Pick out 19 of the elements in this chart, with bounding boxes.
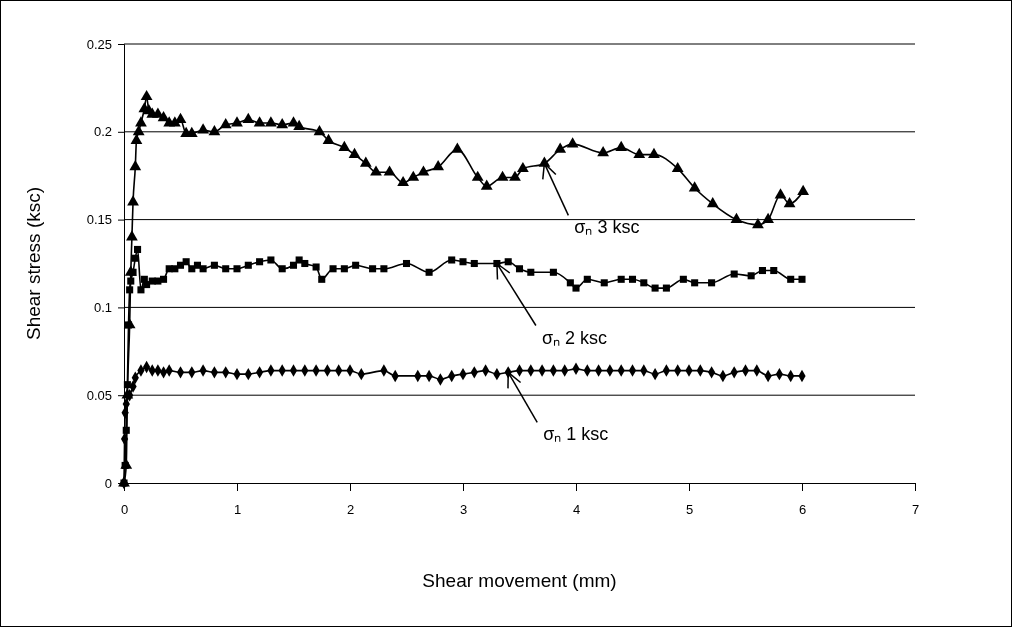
y-tick-label: 0.25: [86, 36, 112, 52]
x-tick-label: 0: [120, 502, 129, 518]
y-tick-label: 0.1: [93, 300, 112, 316]
x-tick-label: 5: [685, 502, 694, 518]
x-tick-label: 1: [233, 502, 242, 518]
x-tick-label: 7: [911, 502, 920, 518]
x-tick-label: 2: [346, 502, 355, 518]
y-tick-label: 0: [104, 475, 112, 491]
annotation: σₙ 2 ksc: [541, 327, 608, 348]
y-tick-label: 0.05: [86, 387, 112, 403]
y-axis-title: Shear stress (ksc): [23, 186, 44, 341]
x-tick-label: 4: [572, 502, 581, 518]
annotation: σₙ 3 ksc: [574, 217, 640, 238]
x-axis-title: Shear movement (mm): [422, 570, 617, 591]
y-tick-label: 0.15: [86, 212, 112, 228]
x-tick-label: 3: [459, 502, 468, 518]
annotation: σₙ 1 ksc: [543, 424, 609, 445]
y-tick-label: 0.2: [93, 124, 112, 140]
x-tick-label: 6: [798, 502, 807, 518]
